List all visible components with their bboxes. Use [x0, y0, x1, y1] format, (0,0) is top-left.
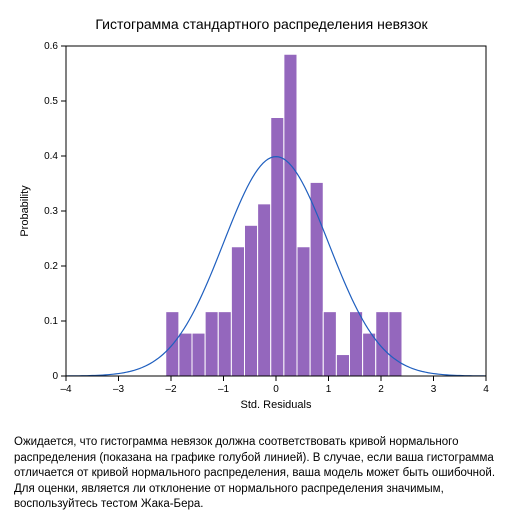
histogram-chart: –4 –3 –2 –1 0 1 2 3 4 Std. Residuals 0 0.1 0.2 0.3 0.4…	[10, 36, 496, 416]
y-axis-label: Probability	[19, 185, 31, 237]
x-tick-label: –2	[165, 384, 177, 395]
bar	[245, 225, 258, 376]
y-tick-label: 0.4	[44, 151, 58, 162]
bar	[284, 54, 297, 376]
bar	[179, 333, 192, 376]
x-tick-label: 2	[378, 384, 384, 395]
x-tick-label: 4	[483, 384, 489, 395]
y-tick-label: 0.2	[44, 261, 58, 272]
bar	[336, 355, 349, 376]
bar	[363, 333, 376, 376]
bar	[231, 247, 244, 376]
bar	[310, 182, 323, 376]
x-tick-label: –4	[60, 384, 72, 395]
bar	[205, 312, 218, 376]
bar	[258, 204, 271, 376]
x-axis-label: Std. Residuals	[241, 399, 312, 411]
y-tick-label: 0	[52, 371, 58, 382]
y-tick-label: 0.1	[44, 316, 58, 327]
x-tick-label: 0	[273, 384, 279, 395]
bar	[218, 312, 231, 376]
chart-title: Гистограмма стандартного распределения н…	[10, 16, 513, 32]
bar	[350, 312, 363, 376]
chart-caption: Ожидается, что гистограмма невязок должн…	[10, 435, 513, 513]
bar	[166, 312, 179, 376]
bar	[323, 312, 336, 376]
x-tick-label: –1	[218, 384, 230, 395]
x-tick-label: 1	[326, 384, 332, 395]
bar	[297, 247, 310, 376]
chart-container: Гистограмма стандартного распределения н…	[10, 16, 513, 513]
y-tick-label: 0.3	[44, 206, 58, 217]
bar	[389, 312, 402, 376]
x-tick-label: –3	[113, 384, 125, 395]
bar	[376, 312, 389, 376]
y-tick-label: 0.6	[44, 41, 58, 52]
bar	[192, 333, 205, 376]
y-tick-label: 0.5	[44, 96, 58, 107]
x-tick-label: 3	[431, 384, 437, 395]
